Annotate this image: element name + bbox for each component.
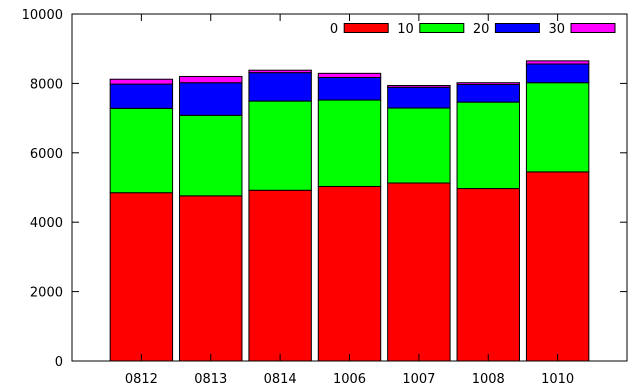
bar-segment-0813-series-10	[179, 114, 243, 197]
legend-swatch-0	[343, 23, 389, 33]
y-tick-label: 0	[55, 355, 63, 370]
bar-segment-0812-series-0	[109, 192, 174, 362]
x-tick-label: 1010	[541, 372, 574, 387]
bar-segment-1010-series-20	[525, 63, 590, 84]
bar-segment-0814-series-0	[248, 189, 312, 362]
bar-segment-1006-series-0	[317, 185, 382, 362]
bar-segment-0812-series-30	[109, 78, 174, 85]
legend-label-0: 0	[330, 22, 338, 37]
bar-segment-1010-series-10	[525, 82, 590, 173]
x-tick-label: 0814	[264, 372, 297, 387]
x-tick-label: 1007	[402, 372, 435, 387]
legend-label-10: 10	[397, 22, 414, 37]
bar-segment-1007-series-10	[387, 107, 451, 184]
bar-segment-1007-series-20	[387, 86, 451, 109]
x-tick-label: 1006	[333, 372, 366, 387]
bar-segment-0813-series-0	[179, 195, 243, 362]
y-tick-label: 8000	[30, 77, 63, 92]
x-tick-label: 0812	[125, 372, 158, 387]
bar-segment-1006-series-10	[317, 99, 382, 187]
bar-segment-1008-series-10	[456, 101, 520, 190]
bar-segment-0814-series-20	[248, 72, 312, 102]
bars-group	[109, 60, 590, 362]
legend-label-20: 20	[473, 22, 490, 37]
legend-swatch-30	[570, 23, 616, 33]
bar-segment-0812-series-20	[109, 83, 174, 109]
bar-segment-1007-series-0	[387, 182, 451, 362]
bar-segment-0813-series-20	[179, 82, 243, 116]
bar-segment-1008-series-20	[456, 83, 520, 103]
legend-swatch-10	[419, 23, 465, 33]
legend: 30 20 10 0	[330, 22, 616, 37]
legend-swatch-20	[494, 23, 540, 33]
y-tick-label: 6000	[30, 147, 63, 162]
bar-segment-1007-series-30	[387, 84, 451, 88]
bar-segment-1010-series-30	[525, 60, 590, 65]
bar-segment-1010-series-0	[525, 171, 590, 362]
bar-segment-0814-series-10	[248, 100, 312, 191]
legend-label-30: 30	[548, 22, 565, 37]
bar-segment-1008-series-30	[456, 82, 520, 85]
y-tick-label: 10000	[22, 8, 63, 23]
y-tick-label: 4000	[30, 216, 63, 231]
bar-segment-1006-series-20	[317, 77, 382, 101]
bar-segment-0812-series-10	[109, 107, 174, 194]
axes-group: 0 2000 4000 6000 8000 10000 0812 0813 0814 1006 10…	[22, 8, 627, 387]
x-tick-label: 0813	[194, 372, 227, 387]
bar-segment-1006-series-30	[317, 72, 382, 79]
bar-segment-0814-series-30	[248, 69, 312, 74]
bar-segment-0813-series-30	[179, 75, 243, 84]
x-tick-label: 1008	[472, 372, 505, 387]
bar-segment-1008-series-0	[456, 188, 520, 362]
y-tick-label: 2000	[30, 286, 63, 301]
